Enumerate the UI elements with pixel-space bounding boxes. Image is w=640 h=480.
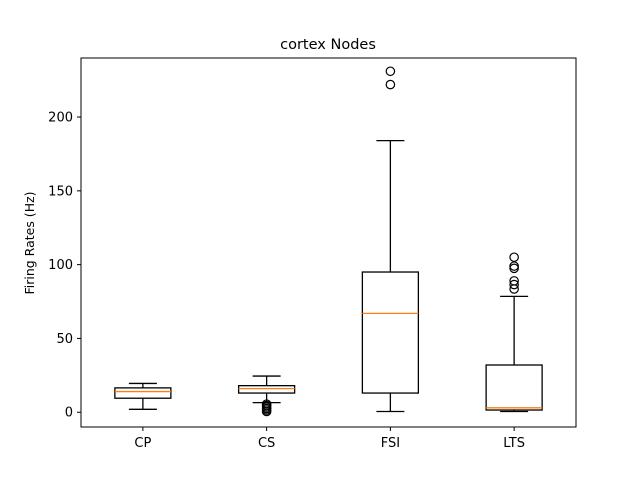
- plot-background: [81, 58, 576, 427]
- outlier-point: [509, 252, 519, 263]
- box-body: [114, 387, 172, 399]
- y-tick-label: 0: [65, 406, 73, 421]
- box-body: [361, 271, 420, 394]
- x-tick-label: CS: [258, 436, 275, 451]
- chart-title: cortex Nodes: [280, 37, 376, 53]
- y-tick-label: 100: [48, 258, 73, 273]
- outlier-point: [261, 399, 272, 409]
- y-tick-label: 150: [48, 184, 73, 199]
- axes: 0 50 100 150 200 CP CS FSI LTS: [48, 57, 577, 451]
- y-axis-label: Firing Rates (Hz): [22, 191, 37, 294]
- x-tick-label: CP: [134, 436, 151, 451]
- outlier-point: [509, 276, 519, 286]
- outlier-point: [385, 66, 396, 77]
- plot-area: [81, 58, 576, 427]
- outlier-point: [509, 279, 519, 290]
- x-tick-label: LTS: [503, 436, 525, 451]
- box-group-cp: [114, 382, 172, 410]
- box-body: [485, 364, 543, 411]
- box-group-fsi: [361, 66, 420, 413]
- y-tick-label: 200: [48, 111, 73, 126]
- axes-frame: [80, 57, 577, 428]
- box-marks: [114, 66, 543, 417]
- box-group-cs: [237, 375, 296, 417]
- x-tick-label: FSI: [381, 436, 400, 451]
- box-group-lts: [485, 252, 543, 413]
- outlier-point: [385, 79, 396, 90]
- box-body: [237, 385, 296, 394]
- y-tick-label: 50: [56, 332, 73, 347]
